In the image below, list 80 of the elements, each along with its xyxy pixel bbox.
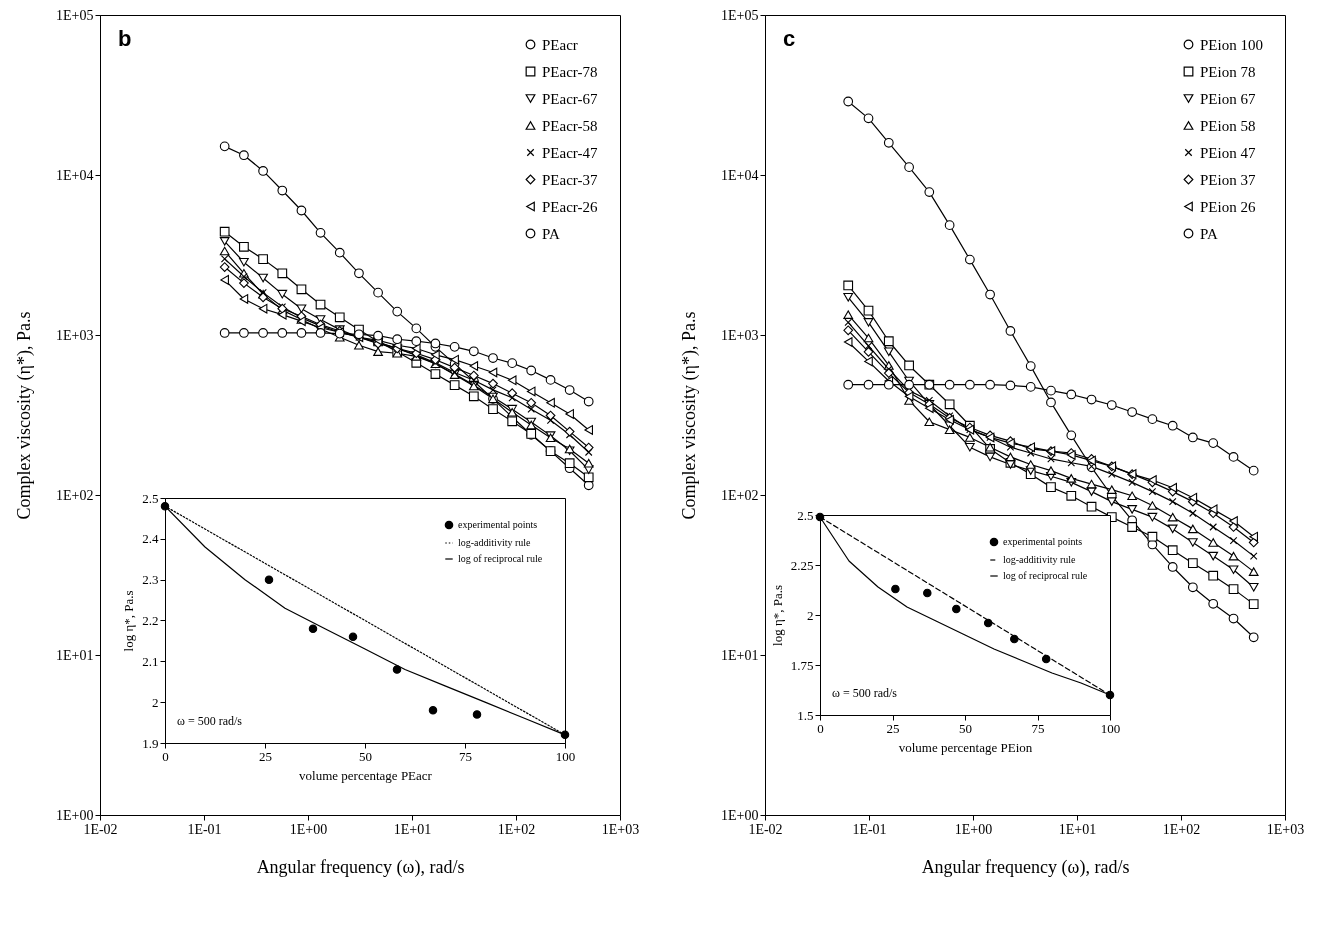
legend-label: PEacr [542,36,578,53]
y-axis-title: log η*, Pa.s [769,585,785,646]
legend-label: PEion 58 [1200,117,1256,134]
legend-label: PEion 67 [1200,90,1256,107]
x-tick-label: 25 [259,748,272,764]
legend-label: PA [542,225,560,242]
y-tick-label: 1E+00 [721,807,759,823]
y-tick-label: 2 [152,694,159,710]
legend-label: PEacr-67 [542,90,599,107]
x-axis-title: Angular frequency (ω), rad/s [921,856,1130,878]
y-tick-label: 1E+01 [721,647,759,663]
y-tick-label: 1E+05 [721,7,759,23]
legend-label: log-additivity rule [458,537,532,548]
x-tick-label: 1E-02 [748,821,783,837]
legend-label: PEacr-26 [542,198,599,215]
y-tick-label: 1E+03 [721,327,759,343]
x-tick-label: 1E+00 [954,821,993,837]
legend-label: log-additivity rule [1003,554,1077,565]
x-axis-title: Angular frequency (ω), rad/s [256,856,465,878]
legend-label: PEion 78 [1200,63,1256,80]
y-tick-label: 1.9 [142,735,159,751]
x-tick-label: 0 [817,720,824,736]
legend-label: experimental points [458,519,538,530]
x-tick-label: 1E-02 [83,821,118,837]
x-tick-label: 100 [1100,720,1121,736]
x-tick-label: 1E+01 [1058,821,1097,837]
legend-label: PEacr-47 [542,144,599,161]
y-tick-label: 1E+01 [56,647,94,663]
x-tick-label: 25 [886,720,900,736]
legend-label: PEacr-58 [542,117,598,134]
legend-label: PA [1200,225,1218,242]
y-tick-label: 2.25 [790,557,814,573]
x-tick-label: 1E+02 [1162,821,1201,837]
x-tick-label: 1E-01 [852,821,887,837]
x-tick-label: 1E+01 [393,821,432,837]
y-tick-label: 1.75 [790,657,814,673]
legend-label: PEacr-78 [542,63,598,80]
legend-label: log of reciprocal rule [458,553,543,564]
y-tick-label: 1E+03 [56,327,94,343]
x-tick-label: 1E-01 [187,821,222,837]
x-axis-title: volume percentage PEion [898,739,1033,755]
legend-label: PEion 100 [1200,36,1263,53]
legend-label: PEion 37 [1200,171,1256,188]
annotation: c [783,26,796,51]
y-tick-label: 2.2 [142,613,159,628]
legend-label: PEacr-37 [542,171,599,188]
y-tick-label: 1E+04 [721,167,759,183]
y-tick-label: 1E+00 [56,807,94,823]
y-tick-label: 2.5 [797,507,814,523]
legend-label: experimental points [1003,536,1083,547]
annotation: ω = 500 rad/s [177,714,243,728]
y-tick-label: 1E+02 [721,487,759,503]
y-tick-label: 2 [807,607,814,623]
y-tick-label: 1E+05 [56,7,94,23]
x-tick-label: 1E+03 [1266,821,1305,837]
y-tick-label: 1E+02 [56,487,94,503]
y-tick-label: 1.5 [797,707,814,723]
annotation: ω = 500 rad/s [832,686,898,700]
x-tick-label: 100 [555,748,576,764]
x-tick-label: 1E+03 [601,821,640,837]
y-tick-label: 1E+04 [56,167,94,183]
legend-label: PEion 26 [1200,198,1256,215]
x-axis-title: volume percentage PEacr [299,767,433,783]
y-axis-title: Complex viscosity (η*), Pa.s [14,311,36,520]
y-tick-label: 2.5 [142,490,159,506]
x-tick-label: 50 [959,720,972,736]
x-tick-label: 1E+00 [289,821,328,837]
x-tick-label: 75 [1031,720,1045,736]
x-tick-label: 75 [459,748,472,764]
y-tick-label: 2.3 [142,572,159,588]
legend-label: log of reciprocal rule [1003,570,1088,581]
y-axis-title: log η*, Pa.s [121,590,137,652]
y-tick-label: 2.4 [142,531,159,547]
y-axis-title: Complex viscosity (η*), Pa.s [679,311,701,520]
legend-label: PEion 47 [1200,144,1256,161]
y-tick-label: 2.1 [142,653,159,669]
x-tick-label: 1E+02 [497,821,536,837]
x-tick-label: 50 [359,748,372,764]
annotation: b [118,26,132,51]
x-tick-label: 0 [162,748,169,764]
